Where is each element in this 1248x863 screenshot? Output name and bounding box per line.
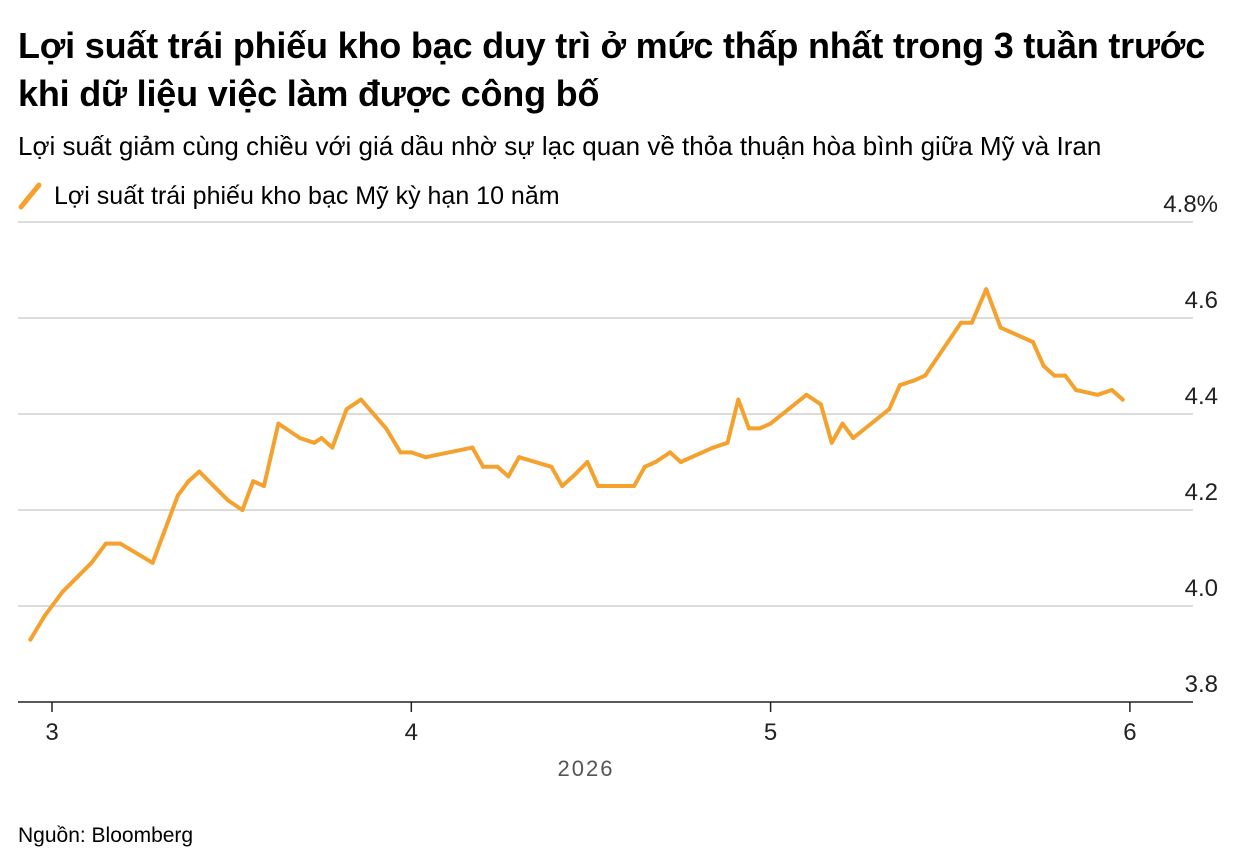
data-point [549, 464, 554, 469]
y-tick-label: 4.2 [1185, 479, 1218, 506]
data-point [747, 426, 751, 431]
x-tick-label: 4 [405, 719, 418, 746]
y-tick-label: 3.8 [1185, 671, 1218, 698]
data-point [840, 421, 845, 426]
data-point [1095, 392, 1100, 397]
legend-label: Lợi suất trái phiếu kho bạc Mỹ kỳ hạn 10… [54, 182, 560, 210]
legend: Lợi suất trái phiếu kho bạc Mỹ kỳ hạn 10… [18, 180, 560, 212]
data-point [226, 498, 231, 503]
data-point [186, 479, 191, 484]
data-point [653, 460, 658, 464]
line-chart: 4.8% 4.6 4.4 4.2 4.0 3.8 3 4 5 6 2026 [18, 191, 1218, 781]
data-point [75, 575, 80, 580]
x-tick-label: 3 [45, 719, 58, 746]
y-tick-label: 4.4 [1185, 383, 1218, 410]
data-point [161, 532, 166, 536]
x-axis-year-label: 2026 [558, 756, 615, 781]
data-point [60, 589, 65, 594]
data-point [1052, 373, 1057, 378]
data-point [851, 436, 856, 440]
chart-subtitle: Lợi suất giảm cùng chiều với giá dầu nhờ… [18, 131, 1102, 161]
data-point [1041, 364, 1046, 368]
data-point [1030, 340, 1035, 344]
data-point [28, 637, 33, 642]
data-point [804, 392, 809, 397]
data-point [197, 469, 202, 474]
data-point [42, 613, 47, 618]
data-point [150, 560, 155, 565]
data-point [585, 460, 590, 464]
data-point [678, 460, 683, 464]
x-tick-label: 5 [764, 719, 777, 746]
data-point [175, 493, 180, 498]
data-point [969, 320, 974, 325]
data-point [984, 287, 989, 292]
source-note: Nguồn: Bloomberg [18, 824, 194, 847]
data-point [384, 426, 389, 431]
legend-line-icon [18, 182, 42, 210]
data-point [571, 474, 575, 479]
data-point [736, 397, 741, 402]
data-point [89, 560, 94, 565]
data-point [768, 421, 773, 426]
data-point [959, 320, 963, 325]
data-point [423, 455, 428, 460]
data-point [998, 325, 1003, 330]
y-tick-label: 4.8% [1163, 191, 1218, 218]
data-point [344, 407, 349, 412]
data-point [470, 445, 475, 450]
data-point [711, 445, 716, 450]
data-point [312, 440, 317, 445]
x-tick-label: 6 [1123, 719, 1136, 746]
data-point [1063, 373, 1068, 378]
data-point [481, 464, 486, 469]
data-point [912, 378, 917, 383]
data-point [297, 436, 302, 440]
data-point [276, 421, 281, 426]
data-point [103, 541, 108, 546]
data-point [262, 484, 266, 488]
data-point [829, 440, 834, 445]
data-point [1074, 388, 1078, 392]
data-point [757, 426, 762, 431]
data-point [506, 474, 511, 479]
series-line [28, 287, 1125, 642]
data-point [359, 397, 363, 402]
chart-title: Lợi suất trái phiếu kho bạc duy trì ở mứ… [18, 25, 1206, 114]
data-point [818, 402, 823, 407]
data-point [240, 508, 245, 512]
data-point [118, 541, 123, 546]
data-point [560, 484, 565, 488]
data-point [596, 484, 601, 488]
data-point [517, 455, 522, 460]
data-point [495, 464, 500, 469]
data-point [632, 484, 637, 488]
data-point [668, 450, 672, 455]
data-point [897, 383, 902, 388]
y-tick-label: 4.6 [1185, 287, 1218, 314]
data-point [251, 479, 256, 484]
data-point [398, 450, 403, 455]
data-point [409, 450, 414, 455]
y-tick-label: 4.0 [1185, 575, 1218, 602]
data-point [887, 407, 892, 412]
data-point [923, 373, 928, 378]
data-point [725, 440, 730, 445]
data-point [330, 445, 335, 450]
data-point [1120, 397, 1125, 402]
data-point [642, 464, 647, 469]
data-point [319, 436, 324, 440]
data-point [1109, 388, 1114, 392]
